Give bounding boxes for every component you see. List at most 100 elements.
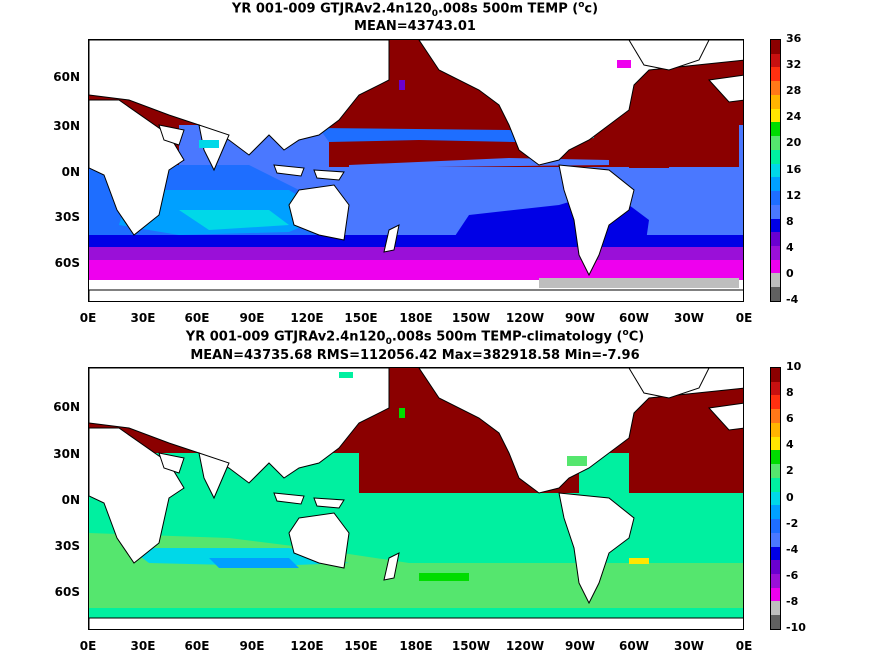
p2-lon-30w: 30W [674,639,704,653]
colorbar-tick-label: 4 [786,438,794,452]
colorbar-tick-label: -4 [786,542,799,556]
p1-lon-90w: 90W [565,311,595,325]
p2-lat-0n: 0N [61,493,80,507]
colorbar-swatch [771,246,780,260]
colorbar-swatch [771,67,780,82]
colorbar-swatch [771,560,780,575]
p1-lon-0e: 0E [79,311,97,325]
colorbar-tick-label: -4 [786,293,799,306]
colorbar-swatch [771,204,780,219]
colorbar-swatch [771,53,780,68]
colorbar-swatch [771,122,780,137]
colorbar-tick-label: 24 [786,110,802,124]
colorbar-swatch [771,574,780,588]
p1-lon-60e: 60E [184,311,210,325]
colorbar-swatch [771,491,780,506]
p1-lon-60w: 60W [619,311,649,325]
p1-lat-30n: 30N [53,119,80,133]
panel2-title: YR 001-009 GTJRAv2.4n1200.008s 500m TEMP… [185,328,645,347]
colorbar-swatch [771,163,780,178]
colorbar-tick-label: 6 [786,412,794,426]
colorbar-tick-label: 28 [786,84,802,98]
p2-lat-30s: 30S [54,539,80,553]
p1-lon-90e: 90E [239,311,265,325]
colorbar-swatch [771,532,780,547]
p1-lon-30w: 30W [674,311,704,325]
colorbar-swatch [771,505,780,520]
colorbar-tick-label: -2 [786,516,799,530]
p2-lon-120w: 120W [505,639,545,653]
p2-lon-30e: 30E [130,639,156,653]
colorbar-swatch [771,587,780,602]
p2-lon-60e: 60E [184,639,210,653]
colorbar-swatch [771,615,780,629]
colorbar-swatch [771,259,780,274]
colorbar-swatch [771,477,780,492]
colorbar-tick-label: 4 [786,240,794,254]
colorbar-tick-label: -6 [786,568,799,582]
panel1-map-svg [89,40,743,301]
p1-lon-150w: 150W [451,311,491,325]
colorbar-swatch [771,368,780,382]
p2-lon-90w: 90W [565,639,595,653]
panel2-colorbar [770,367,781,630]
colorbar-swatch [771,546,780,561]
panel1-map [88,39,744,302]
p1-lon-180e: 180E [399,311,433,325]
colorbar-swatch [771,191,780,205]
colorbar-swatch [771,177,780,192]
p2-lat-60s: 60S [54,585,80,599]
p2-lon-120e: 120E [290,639,324,653]
colorbar-swatch [771,519,780,533]
p2-lat-30n: 30N [53,447,80,461]
colorbar-tick-label: 2 [786,464,794,478]
colorbar-swatch [771,273,780,288]
colorbar-swatch [771,395,780,410]
colorbar-swatch [771,436,780,451]
colorbar-tick-label: 8 [786,214,794,228]
colorbar-tick-label: 20 [786,136,802,150]
colorbar-tick-label: -8 [786,594,799,608]
p1-lon-150e: 150E [344,311,378,325]
p1-lon-120w: 120W [505,311,545,325]
colorbar-tick-label: -10 [786,621,806,634]
colorbar-swatch [771,81,780,95]
p2-lon-60w: 60W [619,639,649,653]
colorbar-swatch [771,94,780,109]
p2-lon-150w: 150W [451,639,491,653]
panel1-title: YR 001-009 GTJRAv2.4n1200.008s 500m TEMP… [231,0,599,19]
colorbar-swatch [771,287,780,301]
p1-lat-60s: 60S [54,256,80,270]
colorbar-swatch [771,232,780,247]
colorbar-swatch [771,40,780,54]
p1-lat-60n: 60N [53,70,80,84]
colorbar-tick-label: 10 [786,360,802,373]
p1-lon-30e: 30E [130,311,156,325]
p1-lon-120e: 120E [290,311,324,325]
colorbar-swatch [771,136,780,150]
colorbar-tick-label: 12 [786,188,802,202]
colorbar-swatch [771,381,780,396]
p2-lon-0e: 0E [79,639,97,653]
colorbar-tick-label: 0 [786,490,794,504]
colorbar-swatch [771,218,780,233]
p2-lon-0e-end: 0E [735,639,753,653]
colorbar-swatch [771,409,780,423]
colorbar-tick-label: 16 [786,162,802,176]
colorbar-tick-label: 36 [786,32,802,45]
p1-lat-0n: 0N [61,165,80,179]
colorbar-swatch [771,450,780,465]
p2-lon-90e: 90E [239,639,265,653]
colorbar-tick-label: 0 [786,266,794,280]
p2-lon-180e: 180E [399,639,433,653]
panel2-map-svg [89,368,743,629]
p1-lat-30s: 30S [54,210,80,224]
panel1-stats: MEAN=43743.01 [354,19,476,34]
colorbar-swatch [771,149,780,164]
colorbar-swatch [771,108,780,123]
p2-lat-60n: 60N [53,400,80,414]
colorbar-tick-label: 8 [786,386,794,400]
colorbar-tick-label: 32 [786,58,802,72]
panel2-map [88,367,744,630]
p1-lon-0e-end: 0E [735,311,753,325]
